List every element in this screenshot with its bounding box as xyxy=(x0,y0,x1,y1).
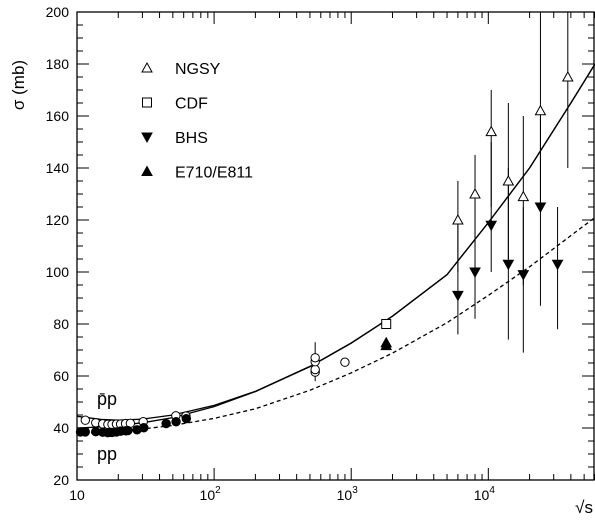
ngsy-point xyxy=(534,104,547,116)
filled-circle-point xyxy=(139,423,149,433)
y-tick-label: 120 xyxy=(46,212,70,228)
y-tick-label: 200 xyxy=(46,4,70,20)
filled-circle-point xyxy=(123,425,133,436)
legend-bhs-marker xyxy=(141,132,153,144)
fit-curves xyxy=(76,63,595,434)
y-tick-label: 80 xyxy=(53,316,69,332)
y-tick-label: 100 xyxy=(46,264,70,280)
e710-e811-point xyxy=(380,339,393,351)
x-tick-label: 103 xyxy=(337,485,359,503)
filled-circle-point xyxy=(80,427,91,437)
fit-curve-dashed-2 xyxy=(76,216,595,434)
axis-ticks xyxy=(76,11,595,481)
bhs-point xyxy=(469,267,481,279)
ngsy-point xyxy=(561,70,574,82)
y-tick-label: 140 xyxy=(46,160,70,176)
bhs-point xyxy=(517,270,530,281)
bhs-point xyxy=(534,202,547,214)
filled-circle-point xyxy=(181,413,192,424)
legend-e710-e811-label: E710/E811 xyxy=(175,165,253,182)
ngsy-point xyxy=(502,174,515,186)
bhs-point xyxy=(502,259,515,271)
y-axis-title: σ (mb) xyxy=(9,60,28,110)
legend-e710-e811: E710/E811 xyxy=(141,165,253,182)
proton-proton-label: pp xyxy=(97,444,117,464)
x-tick-label: 102 xyxy=(200,485,222,503)
y-tick-label: 60 xyxy=(53,368,69,384)
plot-frame xyxy=(76,11,595,481)
y-tick-label: 160 xyxy=(46,108,70,124)
legend-e710-e811-marker xyxy=(141,165,153,176)
open-circle-point xyxy=(80,415,91,425)
x-axis-title: √s xyxy=(575,498,593,517)
bhs-point xyxy=(485,220,498,232)
bhs-point xyxy=(551,259,564,271)
process-labels: p̄p pp xyxy=(97,389,117,464)
y-tick-label: 40 xyxy=(53,420,69,436)
ngsy-point xyxy=(485,125,498,137)
open-circle-point xyxy=(310,364,320,375)
error-bars xyxy=(314,12,569,382)
legend-ngsy: NGSY xyxy=(141,61,221,78)
bhs-point xyxy=(452,290,464,302)
ngsy-point xyxy=(469,187,481,199)
filled-circle-point xyxy=(161,418,171,429)
y-tick-label: 20 xyxy=(53,472,69,488)
legend-cdf-marker xyxy=(142,97,152,108)
legend-cdf-label: CDF xyxy=(175,96,208,113)
legend-ngsy-marker xyxy=(141,61,153,73)
fit-curve-solid-0 xyxy=(76,63,595,421)
legend-cdf: CDF xyxy=(142,96,208,113)
ngsy-point xyxy=(517,190,530,202)
ngsy-point xyxy=(452,213,464,225)
fit-curve-solid-1 xyxy=(76,63,595,429)
cdf-point xyxy=(381,319,392,329)
open-circle-point xyxy=(310,353,320,363)
legend-bhs-label: BHS xyxy=(175,130,208,147)
y-tick-label: 180 xyxy=(46,56,70,72)
filled-circle-point xyxy=(171,417,181,427)
x-tick-label: 104 xyxy=(474,485,496,503)
data-points xyxy=(75,70,574,438)
open-circle-point xyxy=(340,357,350,367)
legend-bhs: BHS xyxy=(141,130,208,147)
x-tick-label: 10 xyxy=(69,487,85,503)
legend-ngsy-label: NGSY xyxy=(175,61,221,78)
antiproton-proton-label: p̄p xyxy=(97,389,117,409)
legend: NGSY CDF BHS E710/E811 xyxy=(141,61,253,182)
